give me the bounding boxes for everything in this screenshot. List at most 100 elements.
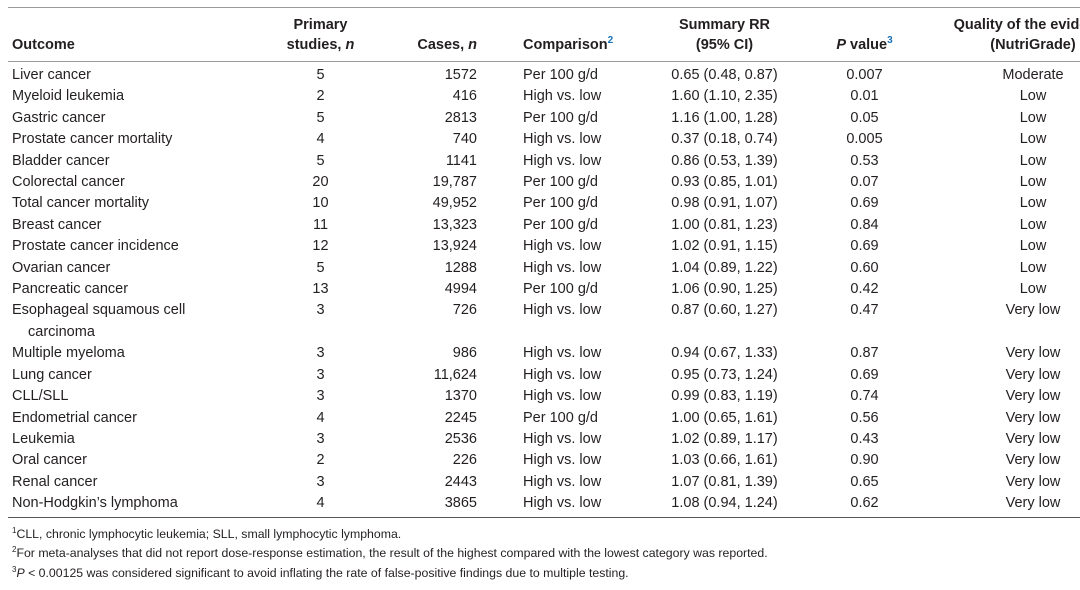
p-value-cell-text: 0.53 [850,152,879,169]
quality-cell-text: Very low [1005,430,1061,447]
p-value-cell: 0.65 [796,472,941,493]
quality-cell-text: Low [1019,238,1047,255]
outcome-cell-text: Bladder cancer [12,152,110,169]
cases-cell: 416 [374,86,485,107]
studies-cell: 4 [267,493,374,517]
footnote-ref-3[interactable]: 3 [887,35,893,47]
summary-rr-cell-text: 0.87 (0.60, 1.27) [671,302,778,319]
studies-cell-text: 3 [316,302,325,319]
studies-cell: 20 [267,172,374,193]
comparison-cell: High vs. low [485,236,653,257]
comparison-cell-text: High vs. low [523,238,602,255]
quality-cell: Very low [941,343,1080,364]
studies-cell-text: 4 [316,495,325,512]
quality-cell-text: Very low [1005,388,1061,405]
studies-cell: 5 [267,151,374,172]
studies-cell: 11 [267,215,374,236]
quality-cell-text: Very low [1005,495,1061,512]
p-value-cell-text: 0.007 [846,67,883,83]
studies-cell-text: 3 [316,473,325,490]
outcome-cell-text: Prostate cancer mortality [12,131,173,148]
summary-rr-cell-text: 1.08 (0.94, 1.24) [671,495,778,512]
outcome-cell-text: Non-Hodgkin’s lymphoma [12,495,178,512]
outcome-cell-text: Esophageal squamous cell [12,302,186,319]
footnote-3: 3P < 0.00125 was considered significant … [12,564,1067,584]
cases-cell: 1370 [374,386,485,407]
footnote-ref-2[interactable]: 2 [607,35,614,47]
outcome-cell-text: Multiple myeloma [12,345,125,362]
footnote-italic-text: P [16,565,25,580]
quality-cell: Low [941,129,1080,150]
studies-cell: 10 [267,193,374,214]
summary-rr-cell: 1.60 (1.10, 2.35) [653,86,796,107]
studies-cell: 2 [267,450,374,471]
comparison-cell: High vs. low [485,343,653,364]
outcome-continuation-text: carcinoma [28,323,95,340]
summary-rr-cell: 1.02 (0.89, 1.17) [653,429,796,450]
summary-rr-cell: 0.86 (0.53, 1.39) [653,151,796,172]
studies-cell: 3 [267,429,374,450]
footnote-2: 2For meta-analyses that did not report d… [12,544,1067,564]
quality-cell-text: Low [1019,259,1047,276]
p-value-cell: 0.42 [796,279,941,300]
p-value-cell-text: 0.01 [850,88,879,105]
p-value-cell: 0.69 [796,236,941,257]
studies-cell-text: 13 [312,281,329,298]
comparison-cell: High vs. low [485,365,653,386]
table-header: Outcome Primary studies, n Cases, n Comp… [8,7,1080,62]
summary-rr-cell: 0.95 (0.73, 1.24) [653,365,796,386]
comparison-cell-text: High vs. low [523,152,602,169]
p-value-cell: 0.007 [796,62,941,87]
p-value-cell: 0.47 [796,300,941,343]
outcome-cell-text: Oral cancer [12,452,87,469]
cases-cell-text: 740 [452,131,477,148]
table-row: Colorectal cancer 20 19,787 Per 100 g/d 0.93… [8,172,1080,193]
quality-cell-text: Very low [1005,409,1061,426]
table-row: Oral cancer 2 226 High vs. low 1.03 (0.66, 1… [8,450,1080,471]
p-value-cell-text: 0.90 [850,452,879,469]
comparison-cell: Per 100 g/d [485,108,653,129]
cases-cell: 1141 [374,151,485,172]
quality-cell: Very low [941,450,1080,471]
quality-cell: Low [941,151,1080,172]
p-value-cell-text: 0.05 [850,109,879,126]
summary-rr-cell-text: 0.37 (0.18, 0.74) [671,131,778,148]
table-row: Non-Hodgkin’s lymphoma 4 3865 High vs. low 1… [8,493,1080,517]
outcome-cell: Liver cancer [8,62,267,87]
summary-rr-cell-text: 0.94 (0.67, 1.33) [671,345,778,362]
table-row: Bladder cancer 5 1141 High vs. low 0.86 (0.5… [8,151,1080,172]
quality-cell: Very low [941,472,1080,493]
p-value-cell: 0.62 [796,493,941,517]
outcome-cell-text: Renal cancer [12,473,98,490]
summary-rr-cell: 1.07 (0.81, 1.39) [653,472,796,493]
outcome-cell-text: Leukemia [12,430,75,447]
studies-cell: 4 [267,129,374,150]
table-row: Myeloid leukemia 2 416 High vs. low 1.60 (1.… [8,86,1080,107]
cases-cell-text: 1141 [445,152,477,169]
outcome-cell: Non-Hodgkin’s lymphoma [8,493,267,517]
quality-cell-text: Low [1019,131,1047,148]
comparison-cell-text: Per 100 g/d [523,174,598,191]
table-row: Esophageal squamous cell carcinoma 3 726 Hig… [8,300,1080,343]
cases-cell-text: 2443 [444,473,477,490]
comparison-cell: High vs. low [485,472,653,493]
outcome-cell: Breast cancer [8,215,267,236]
cases-cell-text: 13,924 [432,238,477,255]
outcome-cell: Esophageal squamous cell carcinoma [8,300,267,343]
comparison-cell: High vs. low [485,129,653,150]
outcome-cell: Multiple myeloma [8,343,267,364]
p-value-cell-text: 0.65 [850,473,879,490]
p-value-cell: 0.87 [796,343,941,364]
p-value-cell-text: 0.07 [850,174,879,191]
studies-cell-text: 2 [316,452,325,469]
summary-rr-cell-text: 1.06 (0.90, 1.25) [671,281,778,298]
p-value-cell-text: 0.47 [850,302,879,319]
quality-cell: Very low [941,365,1080,386]
cases-cell: 1572 [374,62,485,87]
studies-cell: 13 [267,279,374,300]
quality-cell-text: Very low [1005,345,1061,362]
p-value-cell-text: 0.74 [850,388,879,405]
summary-rr-cell-text: 0.99 (0.83, 1.19) [671,388,778,405]
studies-cell: 3 [267,472,374,493]
studies-cell-text: 3 [316,345,325,362]
